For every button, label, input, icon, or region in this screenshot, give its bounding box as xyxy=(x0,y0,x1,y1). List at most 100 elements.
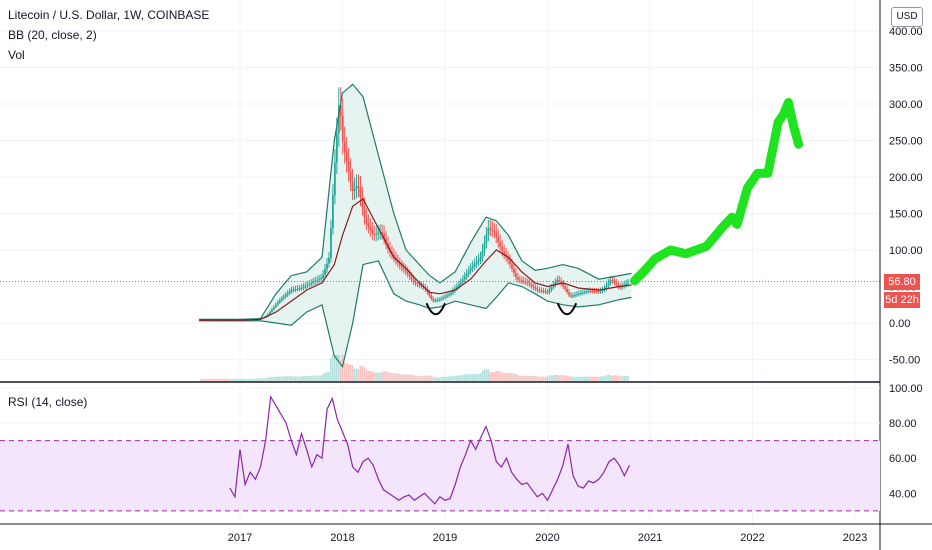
candle-body xyxy=(501,246,504,252)
volume-bars xyxy=(200,355,629,381)
price-tick-label: 350.00 xyxy=(889,63,923,75)
candle-body xyxy=(357,186,360,188)
candle-body xyxy=(400,265,403,268)
volume-bar xyxy=(515,373,517,381)
volume-bar xyxy=(540,376,543,381)
candle-body xyxy=(320,278,322,280)
volume-bar xyxy=(536,376,539,381)
volume-bar xyxy=(534,375,537,381)
volume-bar xyxy=(613,375,616,381)
volume-bar xyxy=(544,376,547,381)
volume-bar xyxy=(343,362,346,381)
candle-body xyxy=(499,241,502,247)
price-tick-label: 0.00 xyxy=(889,318,910,330)
volume-bar xyxy=(324,372,326,381)
volume-bar xyxy=(320,375,322,381)
countdown-badge: 5d 22h xyxy=(884,292,920,308)
projection-drawing xyxy=(630,98,804,286)
volume-bar xyxy=(257,378,259,381)
rsi-legend[interactable]: RSI (14, close) xyxy=(8,395,88,409)
candle-body xyxy=(593,291,596,293)
volume-bar xyxy=(605,375,608,381)
candle-body xyxy=(371,230,374,234)
volume-bar xyxy=(457,375,460,381)
candle-body xyxy=(585,291,588,293)
candle-body xyxy=(473,264,476,267)
volume-bar xyxy=(479,373,482,381)
candle-body xyxy=(534,287,537,289)
volume-bar xyxy=(251,378,253,381)
vol-legend[interactable]: Vol xyxy=(8,48,25,62)
volume-bar xyxy=(245,378,248,381)
volume-bar xyxy=(444,376,446,381)
candle-body xyxy=(383,233,385,239)
volume-bar xyxy=(493,372,495,381)
candle-body xyxy=(440,298,443,300)
volume-bar xyxy=(542,376,545,381)
volume-bar xyxy=(619,376,621,381)
annotation-cup-left xyxy=(425,302,446,316)
volume-bar xyxy=(381,372,383,381)
candle-body xyxy=(292,289,295,291)
volume-bar xyxy=(211,378,214,381)
volume-bar xyxy=(450,376,452,381)
volume-bar xyxy=(548,375,551,381)
candle-body xyxy=(513,268,515,273)
volume-bar xyxy=(465,374,468,381)
currency-button[interactable]: USD xyxy=(891,7,923,27)
volume-bar xyxy=(601,376,604,381)
volume-bar xyxy=(473,373,476,381)
candle-body xyxy=(591,291,594,293)
price-tick-label: 300.00 xyxy=(889,99,923,111)
candle-body xyxy=(310,283,313,285)
bb-legend[interactable]: BB (20, close, 2) xyxy=(8,28,97,42)
candle-body xyxy=(477,259,480,262)
candle-body xyxy=(351,180,354,191)
candle-body xyxy=(402,267,405,270)
last-price-badge: 56.80 xyxy=(884,274,920,290)
volume-bar xyxy=(335,355,338,381)
candle-body xyxy=(605,285,608,289)
candle-body xyxy=(507,257,509,261)
candle-body xyxy=(518,279,521,281)
volume-bar xyxy=(310,375,312,381)
volume-bar xyxy=(294,376,297,381)
bollinger-upper-band xyxy=(199,83,632,320)
volume-bar xyxy=(272,376,275,381)
volume-bar xyxy=(333,355,336,381)
time-tick-label: 2019 xyxy=(433,532,457,544)
candle-body xyxy=(461,279,464,283)
volume-bar xyxy=(202,378,204,381)
candle-body xyxy=(430,295,433,299)
volume-bar xyxy=(282,376,285,381)
volume-bar xyxy=(339,359,342,381)
volume-bar xyxy=(255,378,257,381)
volume-bar xyxy=(509,373,511,381)
volume-bar xyxy=(359,365,362,381)
volume-bar xyxy=(530,375,533,381)
candle-body xyxy=(367,223,370,227)
candle-body xyxy=(601,289,604,291)
candle-body xyxy=(483,242,486,251)
main-pane: 400.00 350.00 300.00 250.00 200.00 150.00 100.… xyxy=(0,0,923,524)
candle-body xyxy=(408,274,411,277)
candle-body xyxy=(495,231,498,237)
volume-bar xyxy=(389,372,391,381)
candle-body xyxy=(457,284,460,287)
candle-body xyxy=(448,294,450,296)
volume-bar xyxy=(550,375,553,381)
candle-body xyxy=(607,282,610,286)
volume-bar xyxy=(469,373,472,381)
time-axis-ticks[interactable]: 2017 2018 2019 2020 2021 2022 2023 xyxy=(228,532,867,544)
volume-bar xyxy=(560,375,562,381)
volume-bar xyxy=(227,378,230,381)
volume-bar xyxy=(393,373,395,381)
symbol-title[interactable]: Litecoin / U.S. Dollar, 1W, COINBASE xyxy=(8,8,210,22)
candle-body xyxy=(526,282,529,284)
volume-bar xyxy=(564,375,566,381)
volume-bar xyxy=(259,378,261,381)
volume-bar xyxy=(261,378,263,381)
candle-body xyxy=(361,197,364,208)
candle-body xyxy=(556,279,559,283)
